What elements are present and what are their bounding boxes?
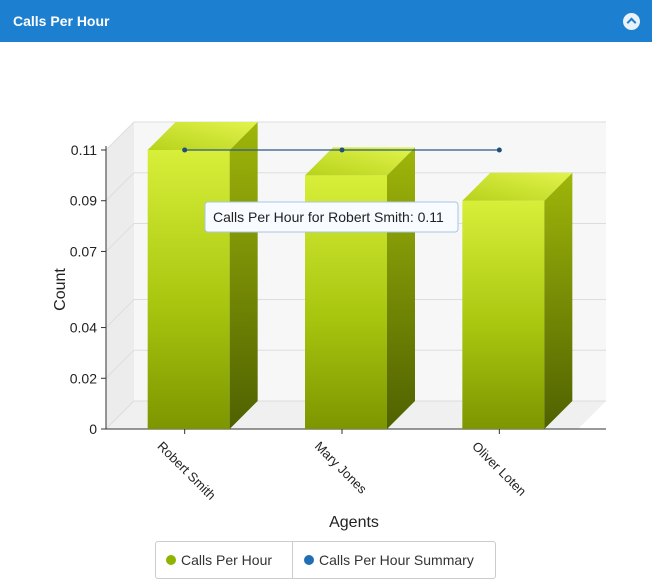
- bar-top: [305, 147, 415, 176]
- summary-point-oliver-loten[interactable]: [496, 147, 502, 153]
- legend-dot-calls-per-hour-summary: [304, 555, 314, 565]
- tooltip-text: Calls Per Hour for Robert Smith: 0.11: [213, 209, 444, 225]
- legend-dot-calls-per-hour: [166, 555, 176, 565]
- chart-side-wall: [106, 122, 134, 429]
- y-gridline: [105, 400, 606, 430]
- panel-header: Calls Per Hour: [0, 0, 652, 42]
- y-tick-label: 0.11: [71, 142, 97, 158]
- x-tick-label: Oliver Loten: [469, 439, 529, 499]
- legend-item-calls-per-hour-summary[interactable]: Calls Per Hour Summary: [304, 542, 474, 578]
- x-tick-label: Mary Jones: [312, 439, 370, 497]
- bar-side: [544, 172, 573, 429]
- bar-robert-smith[interactable]: [147, 122, 258, 429]
- tooltip-box: [204, 201, 459, 233]
- legend-divider: [292, 542, 293, 578]
- summary-point-mary-jones[interactable]: [339, 147, 345, 153]
- bar-top: [147, 122, 258, 150]
- y-tick-label: 0.02: [70, 370, 97, 386]
- y-gridline: [105, 349, 606, 379]
- bar-top: [462, 172, 573, 201]
- x-tick-label: Robert Smith: [155, 439, 219, 503]
- bar-mary-jones[interactable]: [305, 147, 415, 429]
- collapse-icon[interactable]: [623, 13, 640, 30]
- chart-legend: Calls Per Hour Calls Per Hour Summary: [155, 541, 496, 579]
- y-tick-label: 0.09: [70, 193, 97, 209]
- y-tick-label: 0.04: [70, 320, 97, 336]
- legend-label-calls-per-hour-summary: Calls Per Hour Summary: [319, 552, 474, 568]
- bar-oliver-loten[interactable]: [462, 172, 573, 429]
- y-gridline: [105, 121, 606, 151]
- summary-point-robert-smith[interactable]: [182, 147, 188, 153]
- y-tick-label: 0.07: [70, 243, 97, 259]
- panel-title: Calls Per Hour: [13, 13, 110, 29]
- bar-side: [387, 147, 415, 429]
- y-gridline: [105, 299, 606, 328]
- y-gridline: [105, 172, 606, 202]
- y-axis-title: Count: [52, 268, 69, 311]
- bar-chart: 0 0.02 0.04 0.07 0.09 0.11 Robert Smith Mary Jo…: [52, 121, 606, 531]
- bar-front: [147, 150, 230, 429]
- legend-label-calls-per-hour: Calls Per Hour: [181, 552, 273, 568]
- chart-tooltip: Calls Per Hour for Robert Smith: 0.11: [204, 201, 459, 233]
- bar-front: [462, 200, 545, 429]
- x-axis-title: Agents: [329, 514, 379, 531]
- bar-side: [229, 122, 258, 429]
- y-tick-label: 0: [89, 421, 97, 437]
- legend-item-calls-per-hour[interactable]: Calls Per Hour: [166, 542, 272, 578]
